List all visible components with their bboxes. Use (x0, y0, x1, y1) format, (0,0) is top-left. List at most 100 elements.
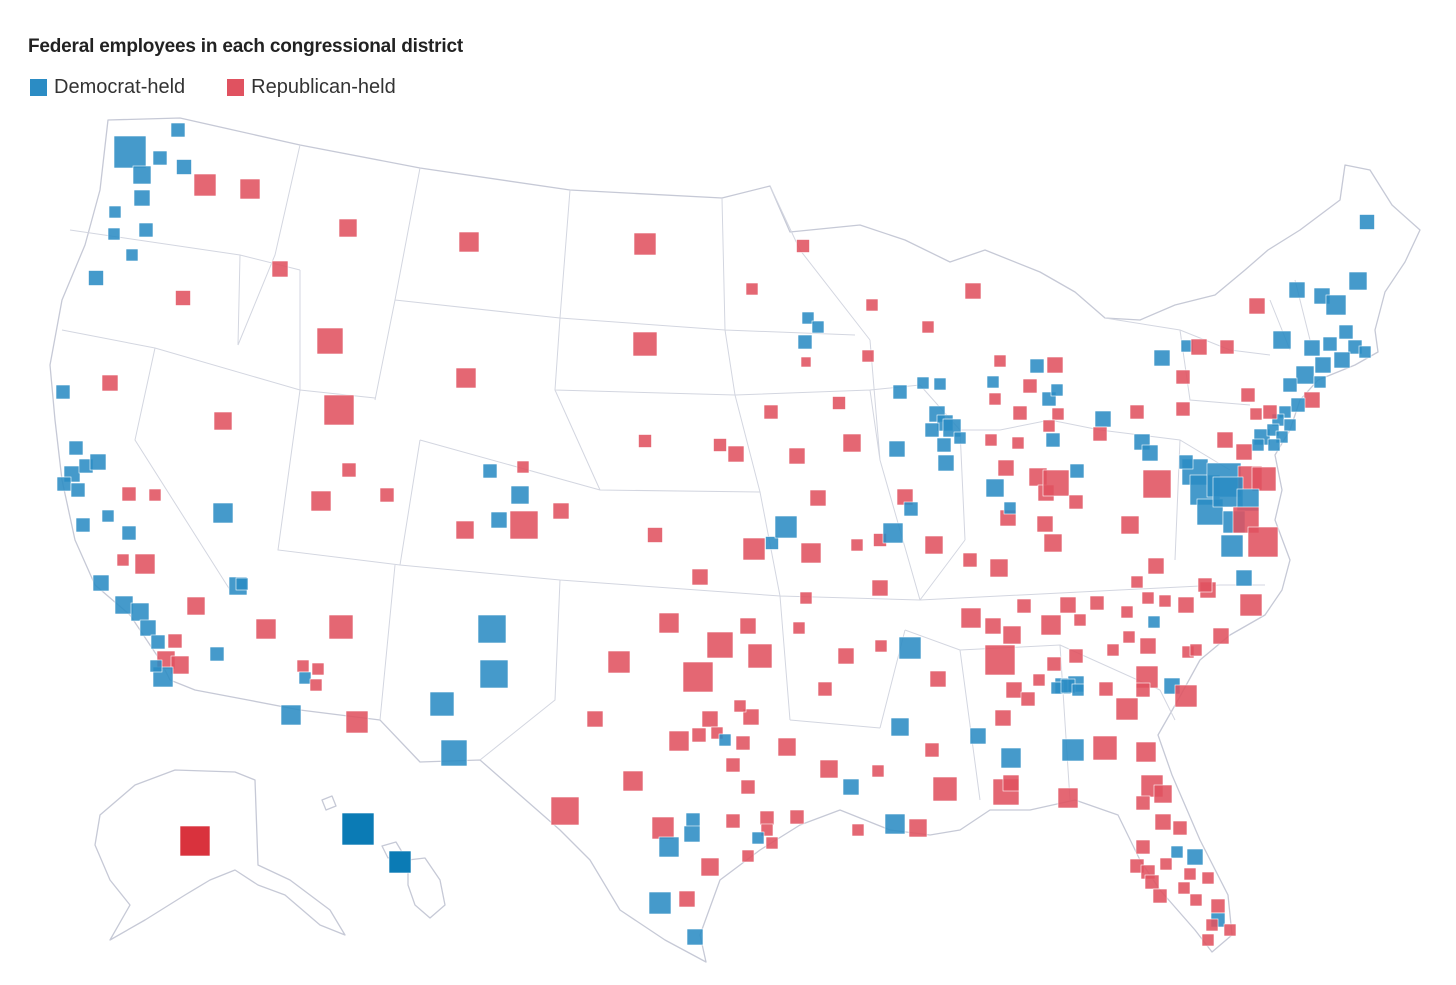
republican-district-marker (116, 553, 130, 567)
republican-district-marker (1115, 697, 1139, 721)
republican-district-marker (1189, 643, 1203, 657)
republican-district-marker (1177, 596, 1195, 614)
democrat-district-marker (1003, 501, 1017, 515)
republican-district-marker (1043, 533, 1063, 553)
democrat-district-marker (125, 248, 139, 262)
democrat-district-marker (150, 634, 166, 650)
republican-district-marker (1183, 867, 1197, 881)
republican-district-marker (788, 447, 806, 465)
democrat-district-marker (209, 646, 225, 662)
republican-district-marker (1223, 923, 1237, 937)
democrat-district-marker (1313, 375, 1327, 389)
republican-district-marker (727, 445, 745, 463)
democrat-district-marker (101, 509, 115, 523)
democrat-district-marker (658, 836, 680, 858)
republican-district-marker (316, 327, 344, 355)
democrat-district-marker (1333, 351, 1351, 369)
republican-district-marker (1175, 369, 1191, 385)
democrat-district-marker (683, 825, 701, 843)
democrat-district-marker (121, 525, 137, 541)
republican-district-marker (725, 813, 741, 829)
republican-district-marker (1177, 881, 1191, 895)
democrat-swatch-icon (30, 79, 47, 96)
republican-district-marker (1247, 526, 1279, 558)
republican-district-marker (713, 438, 727, 452)
republican-district-marker (988, 392, 1002, 406)
democrat-district-marker (685, 812, 701, 828)
republican-district-marker (1135, 741, 1157, 763)
republican-district-marker (1073, 613, 1087, 627)
republican-district-marker (1098, 681, 1114, 697)
republican-district-marker (960, 607, 982, 629)
democrat-district-marker (1178, 454, 1194, 470)
republican-district-marker (1032, 673, 1046, 687)
republican-district-marker (733, 699, 747, 713)
republican-district-marker (239, 178, 261, 200)
democrat-district-marker (1094, 410, 1112, 428)
democrat-district-marker (133, 189, 151, 207)
republican-district-marker (993, 354, 1007, 368)
republican-district-marker (1011, 436, 1025, 450)
republican-district-marker (134, 553, 156, 575)
democrat-district-marker (1220, 534, 1244, 558)
republican-district-marker (1235, 443, 1253, 461)
republican-district-marker (668, 730, 690, 752)
republican-district-marker (1120, 515, 1140, 535)
republican-district-marker (255, 618, 277, 640)
republican-district-marker (1197, 577, 1213, 593)
republican-district-marker (179, 825, 211, 857)
republican-district-marker (296, 659, 310, 673)
democrat-district-marker (1272, 330, 1292, 350)
democrat-district-marker (1348, 271, 1368, 291)
republican-district-marker (1135, 839, 1151, 855)
republican-district-marker (1154, 813, 1172, 831)
republican-district-marker (341, 462, 357, 478)
republican-district-marker (800, 356, 812, 368)
republican-district-marker (759, 810, 775, 826)
democrat-district-marker (280, 704, 302, 726)
republican-district-marker (874, 639, 888, 653)
republican-district-marker (678, 890, 696, 908)
democrat-district-marker (149, 659, 163, 673)
democrat-district-marker (811, 320, 825, 334)
republican-district-marker (323, 394, 355, 426)
republican-district-marker (1089, 595, 1105, 611)
democrat-district-marker (1186, 848, 1204, 866)
republican-district-marker (962, 552, 978, 568)
democrat-district-marker (170, 122, 186, 138)
democrat-district-marker (882, 522, 904, 544)
republican-district-marker (310, 490, 332, 512)
republican-district-marker (1057, 787, 1079, 809)
republican-district-marker (1201, 871, 1215, 885)
republican-district-marker (994, 709, 1012, 727)
democrat-district-marker (68, 440, 84, 456)
republican-district-marker (997, 459, 1015, 477)
republican-district-marker (311, 662, 325, 676)
democrat-district-marker (1295, 365, 1315, 385)
republican-district-marker (742, 537, 766, 561)
republican-district-marker (328, 614, 354, 640)
republican-district-marker (765, 836, 779, 850)
republican-district-marker (1135, 795, 1151, 811)
democrat-district-marker (235, 577, 249, 591)
democrat-district-marker (888, 440, 906, 458)
republican-district-marker (1092, 426, 1108, 442)
republican-district-marker (1106, 643, 1120, 657)
democrat-district-marker (212, 502, 234, 524)
republican-district-marker (1012, 405, 1028, 421)
republican-district-marker (763, 404, 779, 420)
democrat-district-marker (89, 453, 107, 471)
democrat-district-marker (933, 377, 947, 391)
republican-district-marker (1122, 630, 1136, 644)
republican-district-marker (777, 737, 797, 757)
republican-district-marker (1020, 691, 1036, 707)
republican-district-marker (1205, 918, 1219, 932)
democrat-district-marker (1314, 356, 1332, 374)
democrat-district-marker (1325, 294, 1347, 316)
republican-district-marker (740, 779, 756, 795)
republican-district-marker (213, 411, 233, 431)
democrat-district-marker (113, 135, 147, 169)
democrat-district-marker (648, 891, 672, 915)
legend-item-republican: Republican-held (227, 76, 396, 99)
republican-district-marker (647, 527, 663, 543)
